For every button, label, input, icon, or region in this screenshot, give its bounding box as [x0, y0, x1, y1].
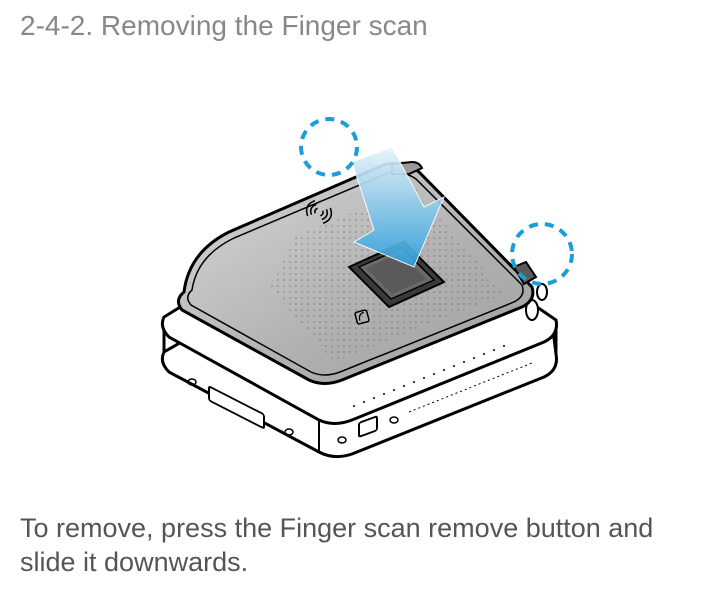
instruction-text: To remove, press the Finger scan remove … — [20, 512, 687, 580]
figure-container — [20, 72, 687, 492]
highlight-circle-side — [512, 224, 572, 284]
device-diagram — [114, 92, 594, 472]
highlight-circle-top — [301, 119, 357, 175]
section-heading: 2-4-2. Removing the Finger scan — [20, 10, 687, 42]
